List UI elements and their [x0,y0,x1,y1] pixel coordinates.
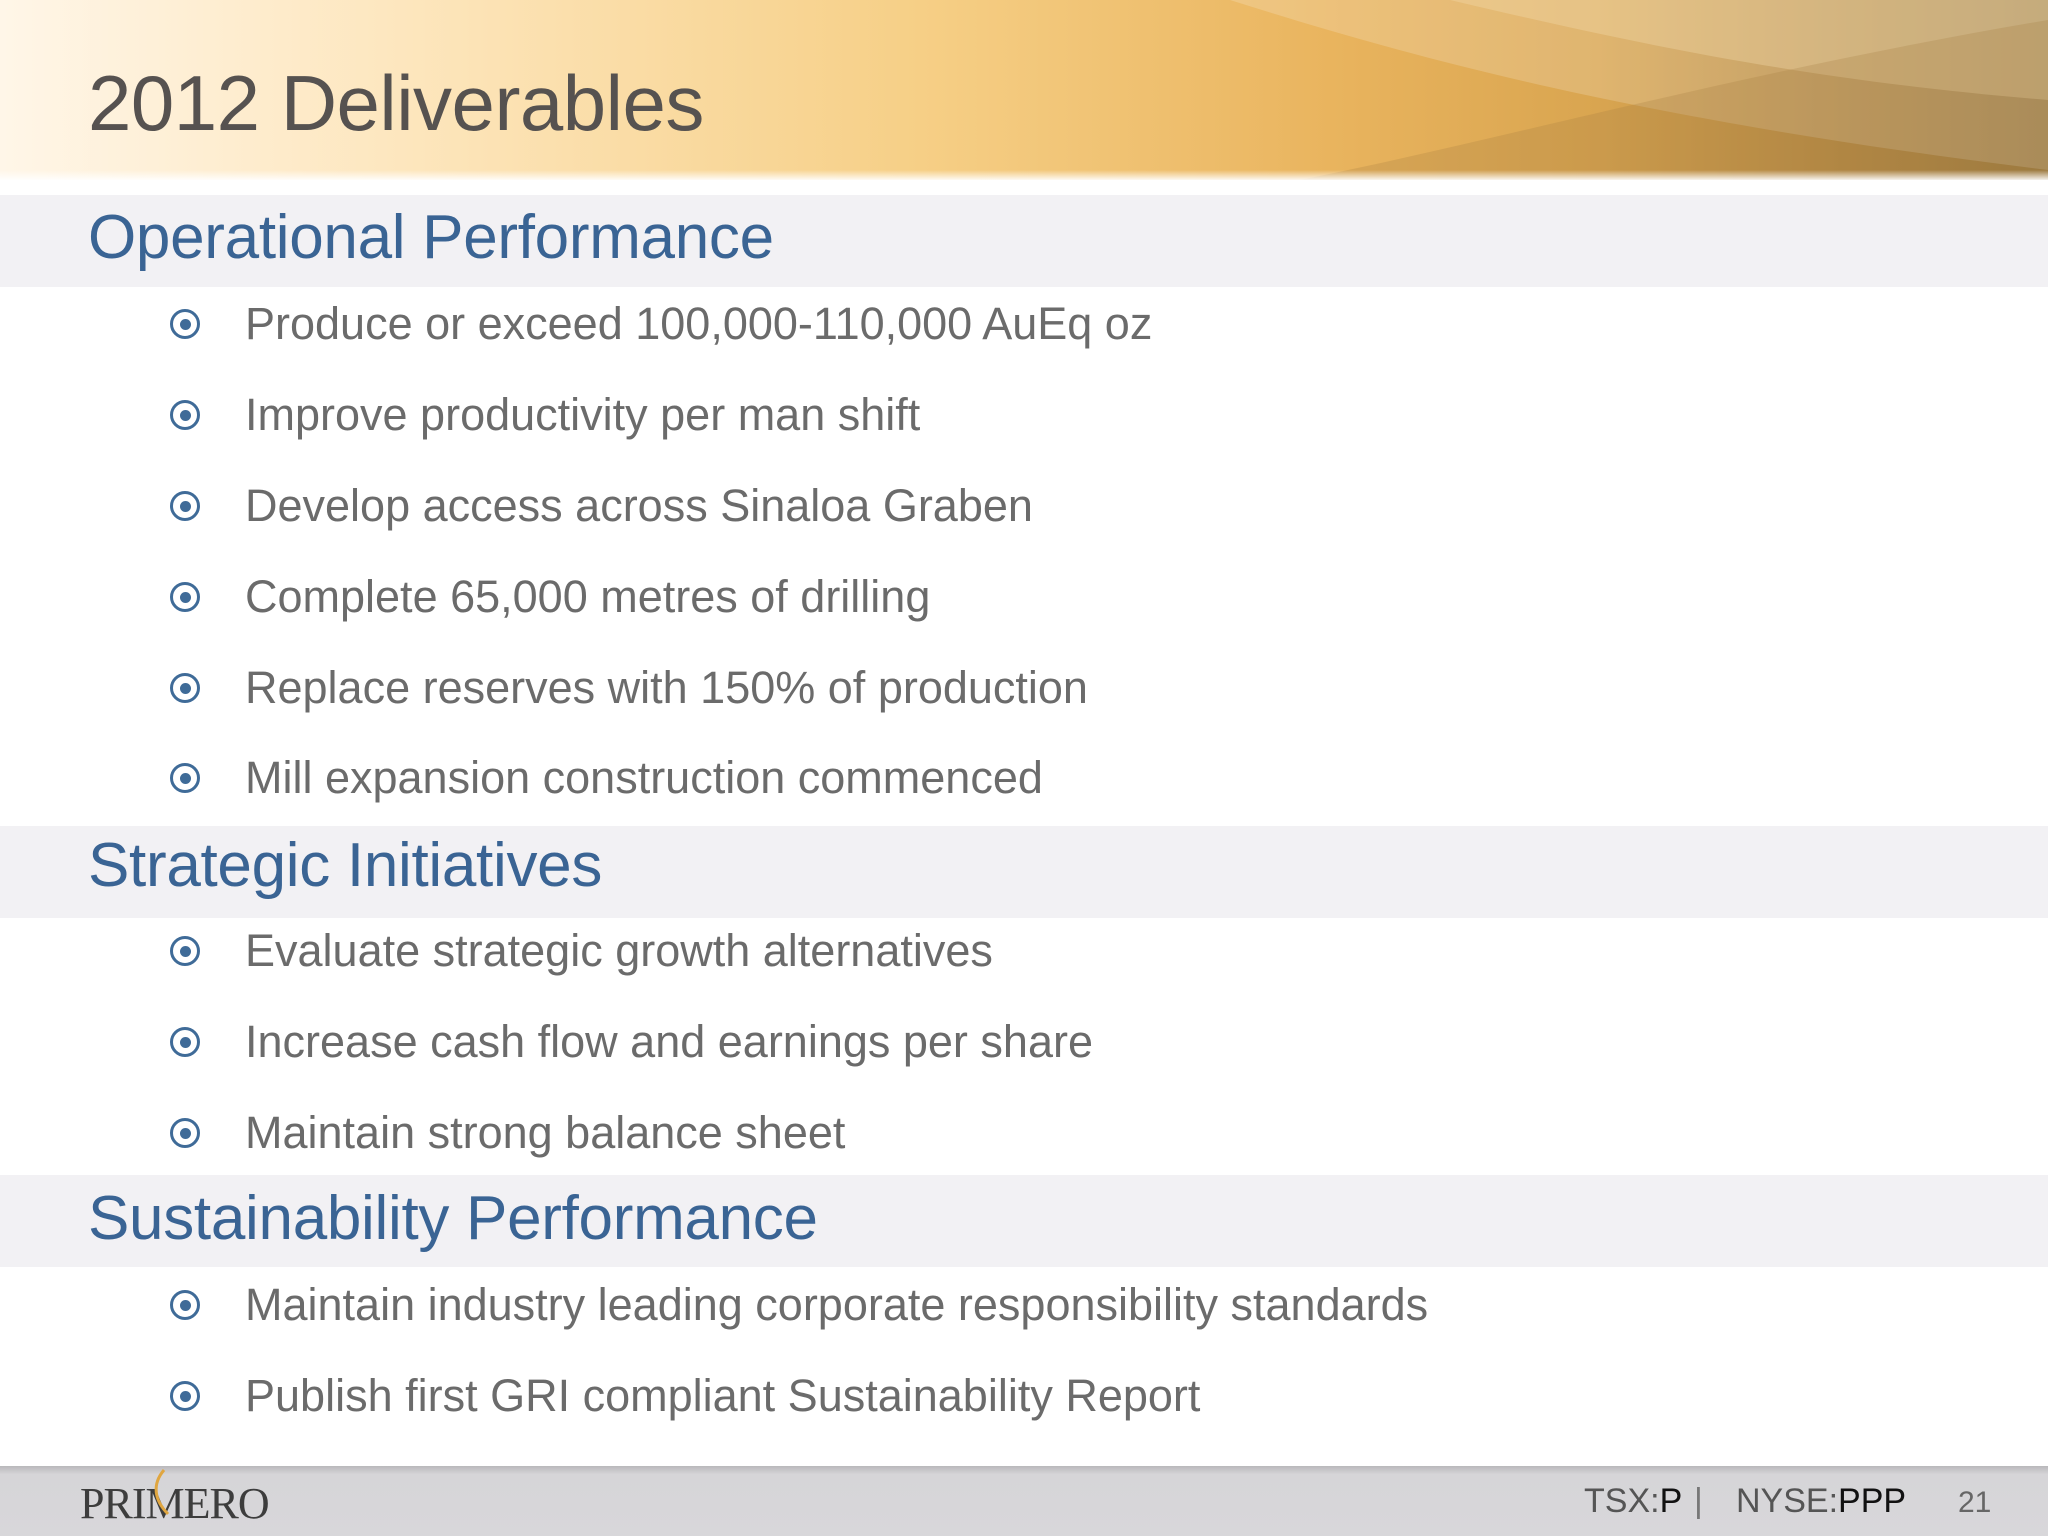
list-item: Evaluate strategic growth alternatives [170,921,993,981]
list-item: Produce or exceed 100,000-110,000 AuEq o… [170,294,1152,354]
target-bullet-icon [170,1118,200,1148]
decorative-swoosh [1230,0,2048,180]
list-item-text: Produce or exceed 100,000-110,000 AuEq o… [245,298,1153,349]
list-item-text: Maintain industry leading corporate resp… [245,1279,1429,1330]
list-item-text: Complete 65,000 metres of drilling [245,571,931,622]
header-band: 2012 Deliverables [0,0,2048,180]
list-item: Maintain industry leading corporate resp… [170,1275,1428,1335]
target-bullet-icon [170,1290,200,1320]
section-band-operational [0,195,2048,287]
target-bullet-icon [170,1381,200,1411]
target-bullet-icon [170,936,200,966]
tsx-symbol: P [1659,1482,1683,1520]
list-item-text: Replace reserves with 150% of production [245,662,1088,713]
list-item-text: Increase cash flow and earnings per shar… [245,1016,1093,1067]
section-heading-strategic: Strategic Initiatives [88,831,603,900]
list-item-text: Improve productivity per man shift [245,389,921,440]
nyse-ticker: NYSE:PPP [1736,1482,1906,1521]
company-logo: PRIMERO [80,1479,270,1528]
section-band-sustainability [0,1175,2048,1267]
target-bullet-icon [170,1027,200,1057]
list-item: Improve productivity per man shift [170,385,920,445]
nyse-label: NYSE: [1736,1482,1839,1520]
page-title: 2012 Deliverables [88,59,704,147]
target-bullet-icon [170,763,200,793]
target-bullet-icon [170,582,200,612]
target-bullet-icon [170,673,200,703]
footer-bar: PRIMERO TSX:P | NYSE:PPP 21 [0,1466,2048,1536]
header-fade [0,170,2048,180]
list-item: Increase cash flow and earnings per shar… [170,1012,1093,1072]
target-bullet-icon [170,491,200,521]
list-item-text: Develop access across Sinaloa Graben [245,480,1033,531]
list-item-text: Evaluate strategic growth alternatives [245,925,993,976]
section-band-strategic [0,826,2048,918]
section-heading-operational: Operational Performance [88,203,774,272]
list-item: Maintain strong balance sheet [170,1103,845,1163]
target-bullet-icon [170,309,200,339]
list-item: Publish first GRI compliant Sustainabili… [170,1366,1200,1426]
list-item: Complete 65,000 metres of drilling [170,567,930,627]
logo-swoosh-icon [154,1469,170,1516]
page-number: 21 [1958,1486,1992,1519]
tsx-ticker: TSX:P [1584,1482,1682,1521]
list-item-text: Mill expansion construction commenced [245,752,1043,803]
list-item: Replace reserves with 150% of production [170,658,1088,718]
ticker-separator: | [1694,1482,1703,1520]
target-bullet-icon [170,400,200,430]
list-item-text: Maintain strong balance sheet [245,1107,846,1158]
list-item-text: Publish first GRI compliant Sustainabili… [245,1370,1201,1421]
section-heading-sustainability: Sustainability Performance [88,1184,818,1253]
tsx-label: TSX: [1584,1482,1660,1520]
list-item: Mill expansion construction commenced [170,748,1043,808]
nyse-symbol: PPP [1838,1482,1907,1520]
list-item: Develop access across Sinaloa Graben [170,476,1033,536]
